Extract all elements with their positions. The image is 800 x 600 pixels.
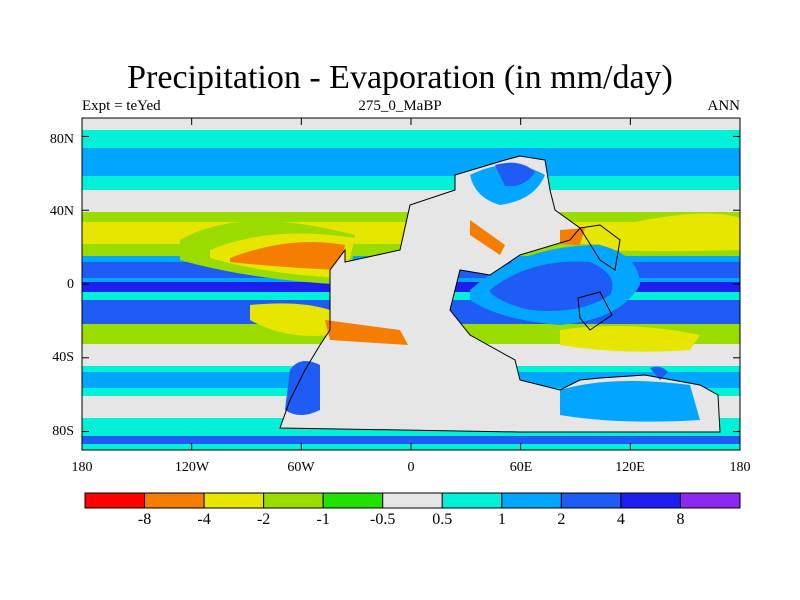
lat-label-40n: 40N bbox=[49, 204, 74, 219]
colorbar-box bbox=[501, 492, 562, 509]
map-title: Precipitation - Evaporation (in mm/day) bbox=[127, 59, 673, 96]
colorbar-box bbox=[203, 492, 265, 509]
colorbar-label: 0.5 bbox=[432, 511, 453, 528]
lon-label-120e: 120E bbox=[615, 460, 645, 475]
colorbar-box bbox=[679, 492, 741, 509]
lon-label-0: 0 bbox=[407, 460, 415, 475]
colorbar-box bbox=[144, 492, 205, 509]
colorbar-label: -2 bbox=[256, 511, 271, 528]
colorbar-label: 1 bbox=[497, 511, 506, 528]
colorbar-label: -1 bbox=[316, 511, 330, 528]
colorbar-box bbox=[263, 492, 324, 509]
colorbar-label: -0.5 bbox=[370, 511, 396, 528]
colorbar bbox=[84, 492, 741, 509]
latitude-ticks bbox=[82, 135, 740, 433]
colorbar-label: 8 bbox=[676, 511, 685, 528]
lon-label-180w: 180 bbox=[71, 460, 93, 475]
lat-label-40s: 40S bbox=[52, 350, 74, 365]
lat-label-0: 0 bbox=[67, 277, 74, 292]
colorbar-label: -4 bbox=[197, 511, 211, 528]
lat-label-80n: 80N bbox=[49, 132, 74, 147]
colorbar-label: -8 bbox=[137, 511, 152, 528]
pme-field bbox=[82, 118, 740, 450]
colorbar-box bbox=[441, 492, 503, 509]
colorbar-label: 4 bbox=[616, 511, 625, 528]
colorbar-label: 2 bbox=[557, 511, 566, 528]
colorbar-box bbox=[560, 492, 622, 509]
longitude-ticks bbox=[81, 118, 741, 450]
lon-label-60w: 60W bbox=[287, 460, 315, 475]
colorbar-box bbox=[620, 492, 681, 509]
colorbar-box bbox=[382, 492, 443, 509]
lon-label-120w: 120W bbox=[174, 460, 210, 475]
period-label: 275_0_MaBP bbox=[358, 98, 442, 114]
lon-label-180e: 180 bbox=[729, 460, 751, 475]
season-label: ANN bbox=[707, 98, 741, 114]
experiment-label: Expt = teYed bbox=[82, 98, 161, 114]
lon-label-60e: 60E bbox=[509, 460, 533, 475]
colorbar-box bbox=[322, 492, 384, 509]
colorbar-box bbox=[84, 492, 146, 509]
lat-label-80s: 80S bbox=[52, 424, 74, 439]
